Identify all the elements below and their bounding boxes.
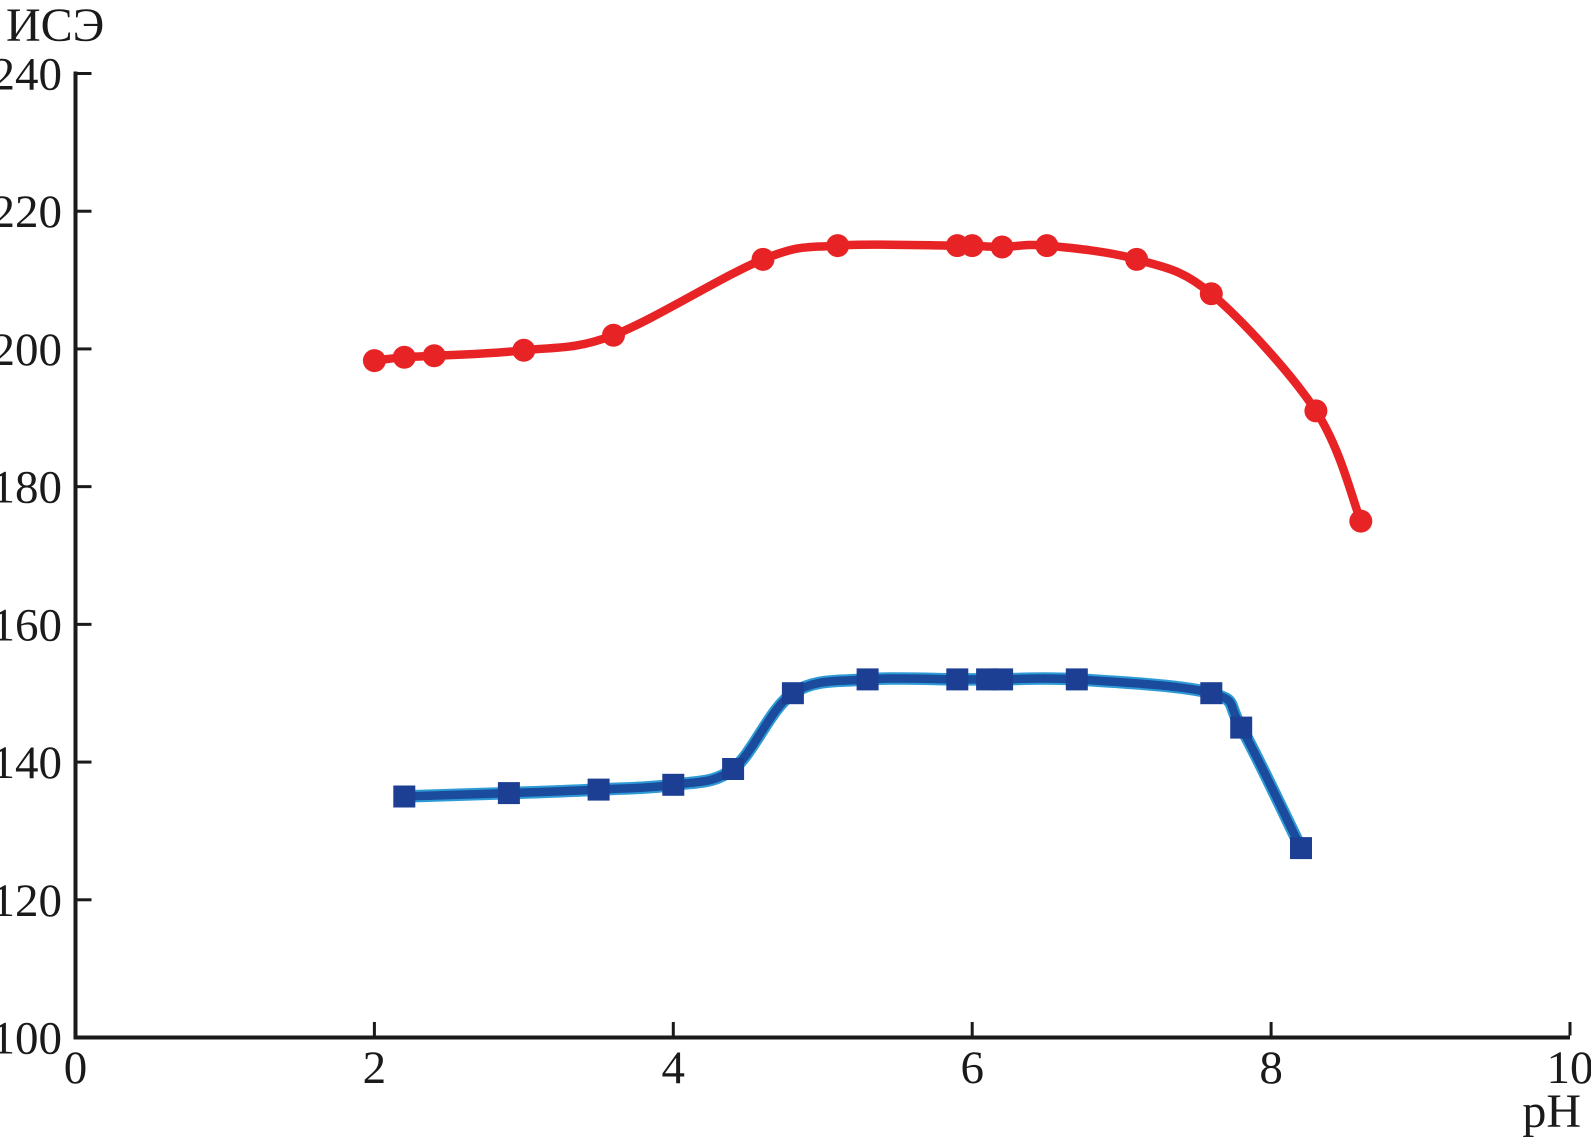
y-tick-label: 140 (0, 737, 62, 789)
red-circles-series-marker (1349, 509, 1373, 533)
red-circles-series-marker (422, 344, 446, 368)
blue-squares-series-marker (393, 785, 416, 808)
axis-lines (73, 71, 1570, 1040)
blue-squares-series-marker (1200, 682, 1223, 705)
blue-squares-series-marker (856, 668, 879, 691)
y-tick-label: 100 (0, 1013, 62, 1065)
x-tick-label: 10 (1547, 1042, 1591, 1094)
x-tick-label: 0 (64, 1042, 88, 1094)
y-tick-label: 120 (0, 875, 62, 927)
x-tick-label: 2 (363, 1042, 387, 1094)
blue-squares-series-marker (662, 773, 685, 796)
x-axis-title: pH (1522, 1085, 1581, 1138)
blue-squares-series-marker (1065, 668, 1088, 691)
red-circles-series-marker (1304, 399, 1328, 423)
blue-squares-series-marker (1290, 837, 1312, 860)
red-circles-series-marker (512, 338, 536, 362)
y-tick-label: 200 (0, 324, 62, 376)
x-tick-label: 4 (662, 1042, 686, 1094)
blue-squares-series-line-halo (398, 672, 1308, 855)
blue-squares-series-marker (722, 758, 745, 780)
y-tick-label: 240 (0, 49, 62, 101)
blue-squares-series-marker (991, 668, 1014, 691)
red-circles-series-marker (751, 247, 775, 271)
x-tick-label: 8 (1259, 1042, 1283, 1094)
blue-squares-series-marker (587, 778, 610, 801)
red-circles-series-marker (362, 349, 386, 373)
y-tick-label: 180 (0, 462, 62, 514)
y-axis-title: ИСЭ (6, 0, 105, 52)
y-tick-label: 160 (0, 599, 62, 651)
x-tick-label: 6 (960, 1042, 984, 1094)
blue-squares-series-marker (497, 782, 520, 805)
blue-squares-series-marker (1230, 716, 1253, 739)
blue-squares-series-line (400, 674, 1306, 853)
red-circles-series-marker (1125, 247, 1149, 271)
red-circles-series-marker (602, 323, 625, 347)
red-circles-series-marker (990, 235, 1014, 259)
red-circles-series-marker (1199, 282, 1223, 306)
red-circles-series-marker (392, 345, 416, 369)
red-circles-series-marker (1035, 234, 1059, 258)
blue-squares-series-marker (946, 668, 969, 691)
red-circles-series-marker (826, 234, 850, 258)
red-circles-series-marker (960, 234, 984, 258)
blue-squares-series-marker (781, 682, 804, 705)
y-tick-label: 220 (0, 186, 62, 238)
